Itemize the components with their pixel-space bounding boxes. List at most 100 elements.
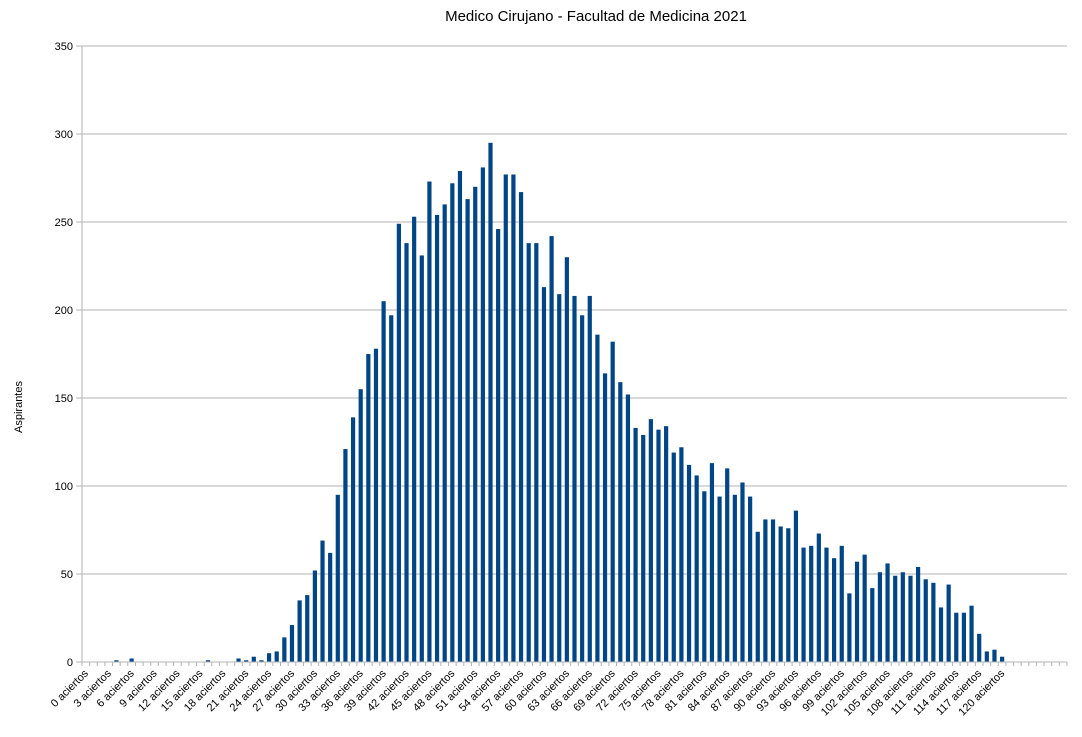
bar-43-aciertos — [412, 216, 417, 662]
bar-22-aciertos — [251, 656, 256, 662]
bar-114-aciertos — [954, 612, 959, 662]
bar-59-aciertos — [534, 243, 539, 662]
bar-104-aciertos — [877, 572, 883, 662]
bar-77-aciertos — [671, 452, 676, 662]
bar-41-aciertos — [396, 223, 401, 662]
bar-81-aciertos — [702, 491, 707, 662]
y-tick-label: 200 — [55, 305, 73, 317]
bar-34-aciertos — [343, 449, 348, 662]
bar-116-aciertos — [969, 605, 974, 662]
bar-69-aciertos — [610, 341, 615, 662]
bar-29-aciertos — [305, 595, 310, 662]
bar-50-aciertos — [465, 199, 470, 662]
bar-106-aciertos — [893, 575, 898, 662]
bar-67-aciertos — [595, 334, 600, 662]
bar-30-aciertos — [312, 570, 317, 662]
bar-42-aciertos — [404, 243, 409, 662]
bar-75-aciertos — [656, 429, 661, 662]
bar-85-aciertos — [732, 494, 737, 662]
bar-88-aciertos — [755, 531, 760, 662]
bar-82-aciertos — [709, 463, 715, 662]
bar-28-aciertos — [297, 600, 302, 662]
y-tick-label: 0 — [67, 657, 73, 669]
bar-25-aciertos — [274, 651, 279, 662]
bar-33-aciertos — [335, 494, 340, 662]
bar-90-aciertos — [770, 519, 776, 662]
y-axis-label: Aspirantes — [13, 381, 25, 433]
bar-36-aciertos — [358, 389, 363, 662]
bar-66-aciertos — [587, 295, 592, 662]
bar-71-aciertos — [625, 394, 631, 662]
axes — [81, 46, 1068, 666]
y-tick-label: 250 — [55, 217, 73, 229]
bar-6-aciertos — [129, 658, 134, 662]
bar-87-aciertos — [748, 496, 753, 662]
bar-58-aciertos — [526, 243, 531, 662]
bar-108-aciertos — [908, 575, 913, 662]
bar-92-aciertos — [786, 528, 791, 662]
bars — [114, 142, 1005, 663]
bar-16-aciertos — [205, 660, 211, 662]
bar-54-aciertos — [496, 229, 501, 663]
bar-113-aciertos — [946, 584, 951, 662]
bar-112-aciertos — [938, 607, 944, 662]
bar-103-aciertos — [870, 588, 875, 662]
y-tick-label: 150 — [55, 393, 73, 405]
y-tick-label: 100 — [55, 481, 73, 493]
bar-31-aciertos — [320, 540, 325, 662]
bar-47-aciertos — [442, 204, 447, 662]
bar-27-aciertos — [289, 625, 295, 662]
bar-102-aciertos — [862, 554, 867, 662]
bar-57-aciertos — [518, 192, 524, 662]
bar-95-aciertos — [809, 545, 814, 662]
bar-48-aciertos — [450, 183, 455, 662]
bar-63-aciertos — [564, 257, 569, 662]
bar-98-aciertos — [832, 558, 837, 662]
bar-107-aciertos — [900, 572, 905, 662]
bar-105-aciertos — [885, 563, 890, 662]
bar-23-aciertos — [259, 660, 264, 662]
y-tick-label: 350 — [55, 41, 73, 53]
bar-68-aciertos — [602, 373, 608, 662]
bar-79-aciertos — [686, 464, 692, 662]
bar-45-aciertos — [427, 181, 432, 662]
chart-title: Medico Cirujano - Facultad de Medicina 2… — [445, 8, 747, 25]
bar-119-aciertos — [992, 649, 997, 662]
bar-99-aciertos — [839, 545, 844, 662]
bar-74-aciertos — [648, 419, 653, 662]
bar-52-aciertos — [480, 167, 485, 662]
bar-51-aciertos — [473, 186, 478, 663]
bar-80-aciertos — [694, 475, 699, 662]
bar-72-aciertos — [633, 427, 638, 662]
bar-60-aciertos — [541, 287, 547, 662]
bar-94-aciertos — [801, 547, 806, 662]
bar-86-aciertos — [740, 482, 745, 662]
bar-91-aciertos — [778, 526, 783, 662]
bar-111-aciertos — [931, 582, 936, 662]
bar-73-aciertos — [641, 434, 646, 662]
bar-20-aciertos — [236, 658, 241, 662]
bar-44-aciertos — [419, 255, 424, 662]
bar-76-aciertos — [664, 426, 669, 662]
bar-115-aciertos — [961, 612, 967, 662]
bar-55-aciertos — [503, 174, 508, 663]
bar-61-aciertos — [549, 236, 554, 662]
y-tick-label: 300 — [55, 129, 73, 141]
bar-83-aciertos — [717, 496, 722, 662]
bar-32-aciertos — [328, 552, 333, 662]
bar-53-aciertos — [488, 142, 493, 663]
bar-93-aciertos — [793, 510, 799, 662]
bar-4-aciertos — [114, 660, 119, 662]
bar-109-aciertos — [916, 566, 921, 662]
bar-84-aciertos — [725, 468, 730, 662]
y-tick-label: 50 — [61, 569, 73, 581]
bar-70-aciertos — [618, 382, 623, 662]
bar-64-aciertos — [572, 295, 577, 662]
bar-65-aciertos — [580, 315, 585, 662]
bar-40-aciertos — [389, 315, 394, 662]
bar-56-aciertos — [511, 174, 516, 663]
bar-120-aciertos — [1000, 656, 1005, 662]
